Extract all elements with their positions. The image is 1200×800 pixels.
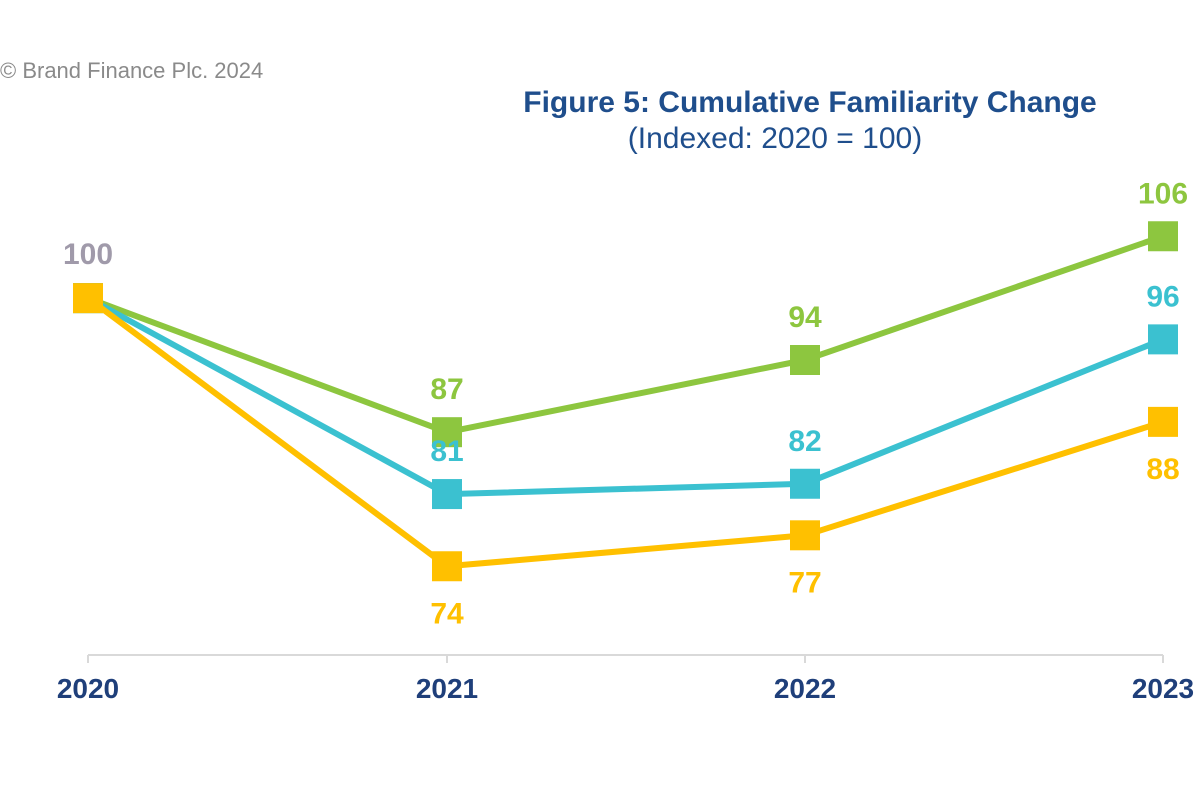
series-line [86, 295, 1164, 570]
data-point [790, 468, 820, 499]
series-group [73, 221, 1178, 582]
x-tick-label: 2023 [1132, 673, 1194, 704]
data-label: 74 [430, 597, 464, 630]
x-axis: 2020 2021 2022 2023 [57, 654, 1194, 704]
data-label: 94 [788, 301, 822, 334]
data-point [1148, 221, 1178, 252]
copyright-notice: © Brand Finance Plc. 2024 [0, 58, 264, 83]
series-3 [73, 283, 1178, 582]
data-label: 106 [1138, 177, 1188, 210]
baseline-data-label: 100 [63, 238, 113, 271]
data-point [73, 283, 103, 314]
data-label: 81 [430, 435, 463, 468]
data-point [432, 479, 462, 510]
data-point [790, 345, 820, 375]
chart-subtitle: (Indexed: 2020 = 100) [627, 122, 923, 155]
x-tick-label: 2021 [416, 673, 478, 704]
data-point [1148, 406, 1178, 437]
chart-title-block: Figure 5: Cumulative Familiarity Change … [440, 86, 1180, 156]
data-point [790, 520, 820, 551]
data-point [1148, 324, 1178, 355]
data-label: 77 [788, 566, 821, 599]
x-tick-label: 2022 [774, 673, 836, 704]
data-labels: 87 94 106 81 82 96 74 77 88 100 [63, 177, 1188, 630]
chart-title: Figure 5: Cumulative Familiarity Change [523, 86, 1097, 119]
data-point [432, 417, 462, 448]
series-line [86, 295, 1165, 498]
series-line [86, 233, 1164, 436]
data-label: 82 [788, 425, 821, 458]
x-tick-label: 2020 [57, 673, 119, 704]
data-label: 87 [430, 373, 463, 406]
data-label: 88 [1146, 453, 1179, 486]
data-label: 96 [1146, 280, 1179, 313]
data-point [432, 551, 462, 582]
